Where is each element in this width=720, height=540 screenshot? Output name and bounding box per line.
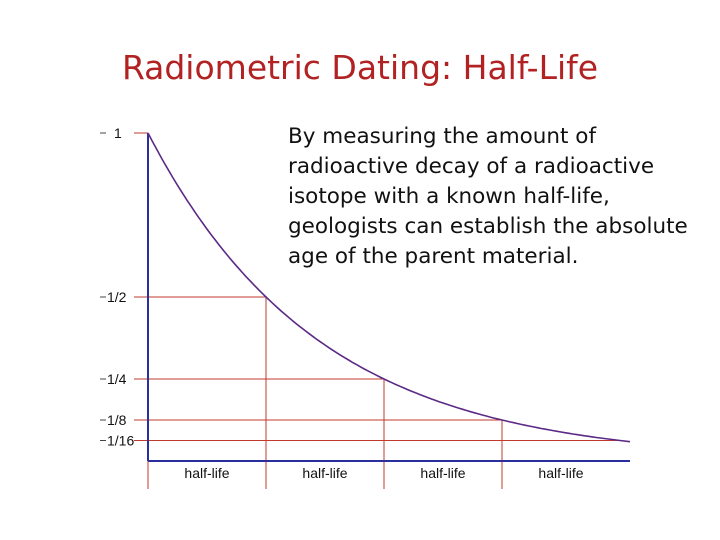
axes <box>147 133 630 462</box>
decay-curve <box>147 132 631 443</box>
slide-title: Radiometric Dating: Half-Life <box>121 48 599 87</box>
x-category-label-3: half-life <box>538 465 583 481</box>
x-category-label-2: half-life <box>420 465 465 481</box>
y-tick-label-2: 1/4 <box>107 371 127 387</box>
y-tick-label-3: 1/8 <box>107 412 127 428</box>
x-axis-labels: half-life half-life half-life half-life <box>184 465 583 481</box>
description-text: By measuring the amount of radioactive d… <box>288 124 688 269</box>
y-tick-label-1: 1/2 <box>107 289 127 305</box>
y-tick-label-0: 1 <box>114 125 122 141</box>
x-category-label-0: half-life <box>184 465 229 481</box>
y-tick-label-4: 1/16 <box>107 433 134 449</box>
x-category-label-1: half-life <box>302 465 347 481</box>
y-axis-ticks: 1 1/2 1/4 1/8 1/16 <box>100 125 134 449</box>
